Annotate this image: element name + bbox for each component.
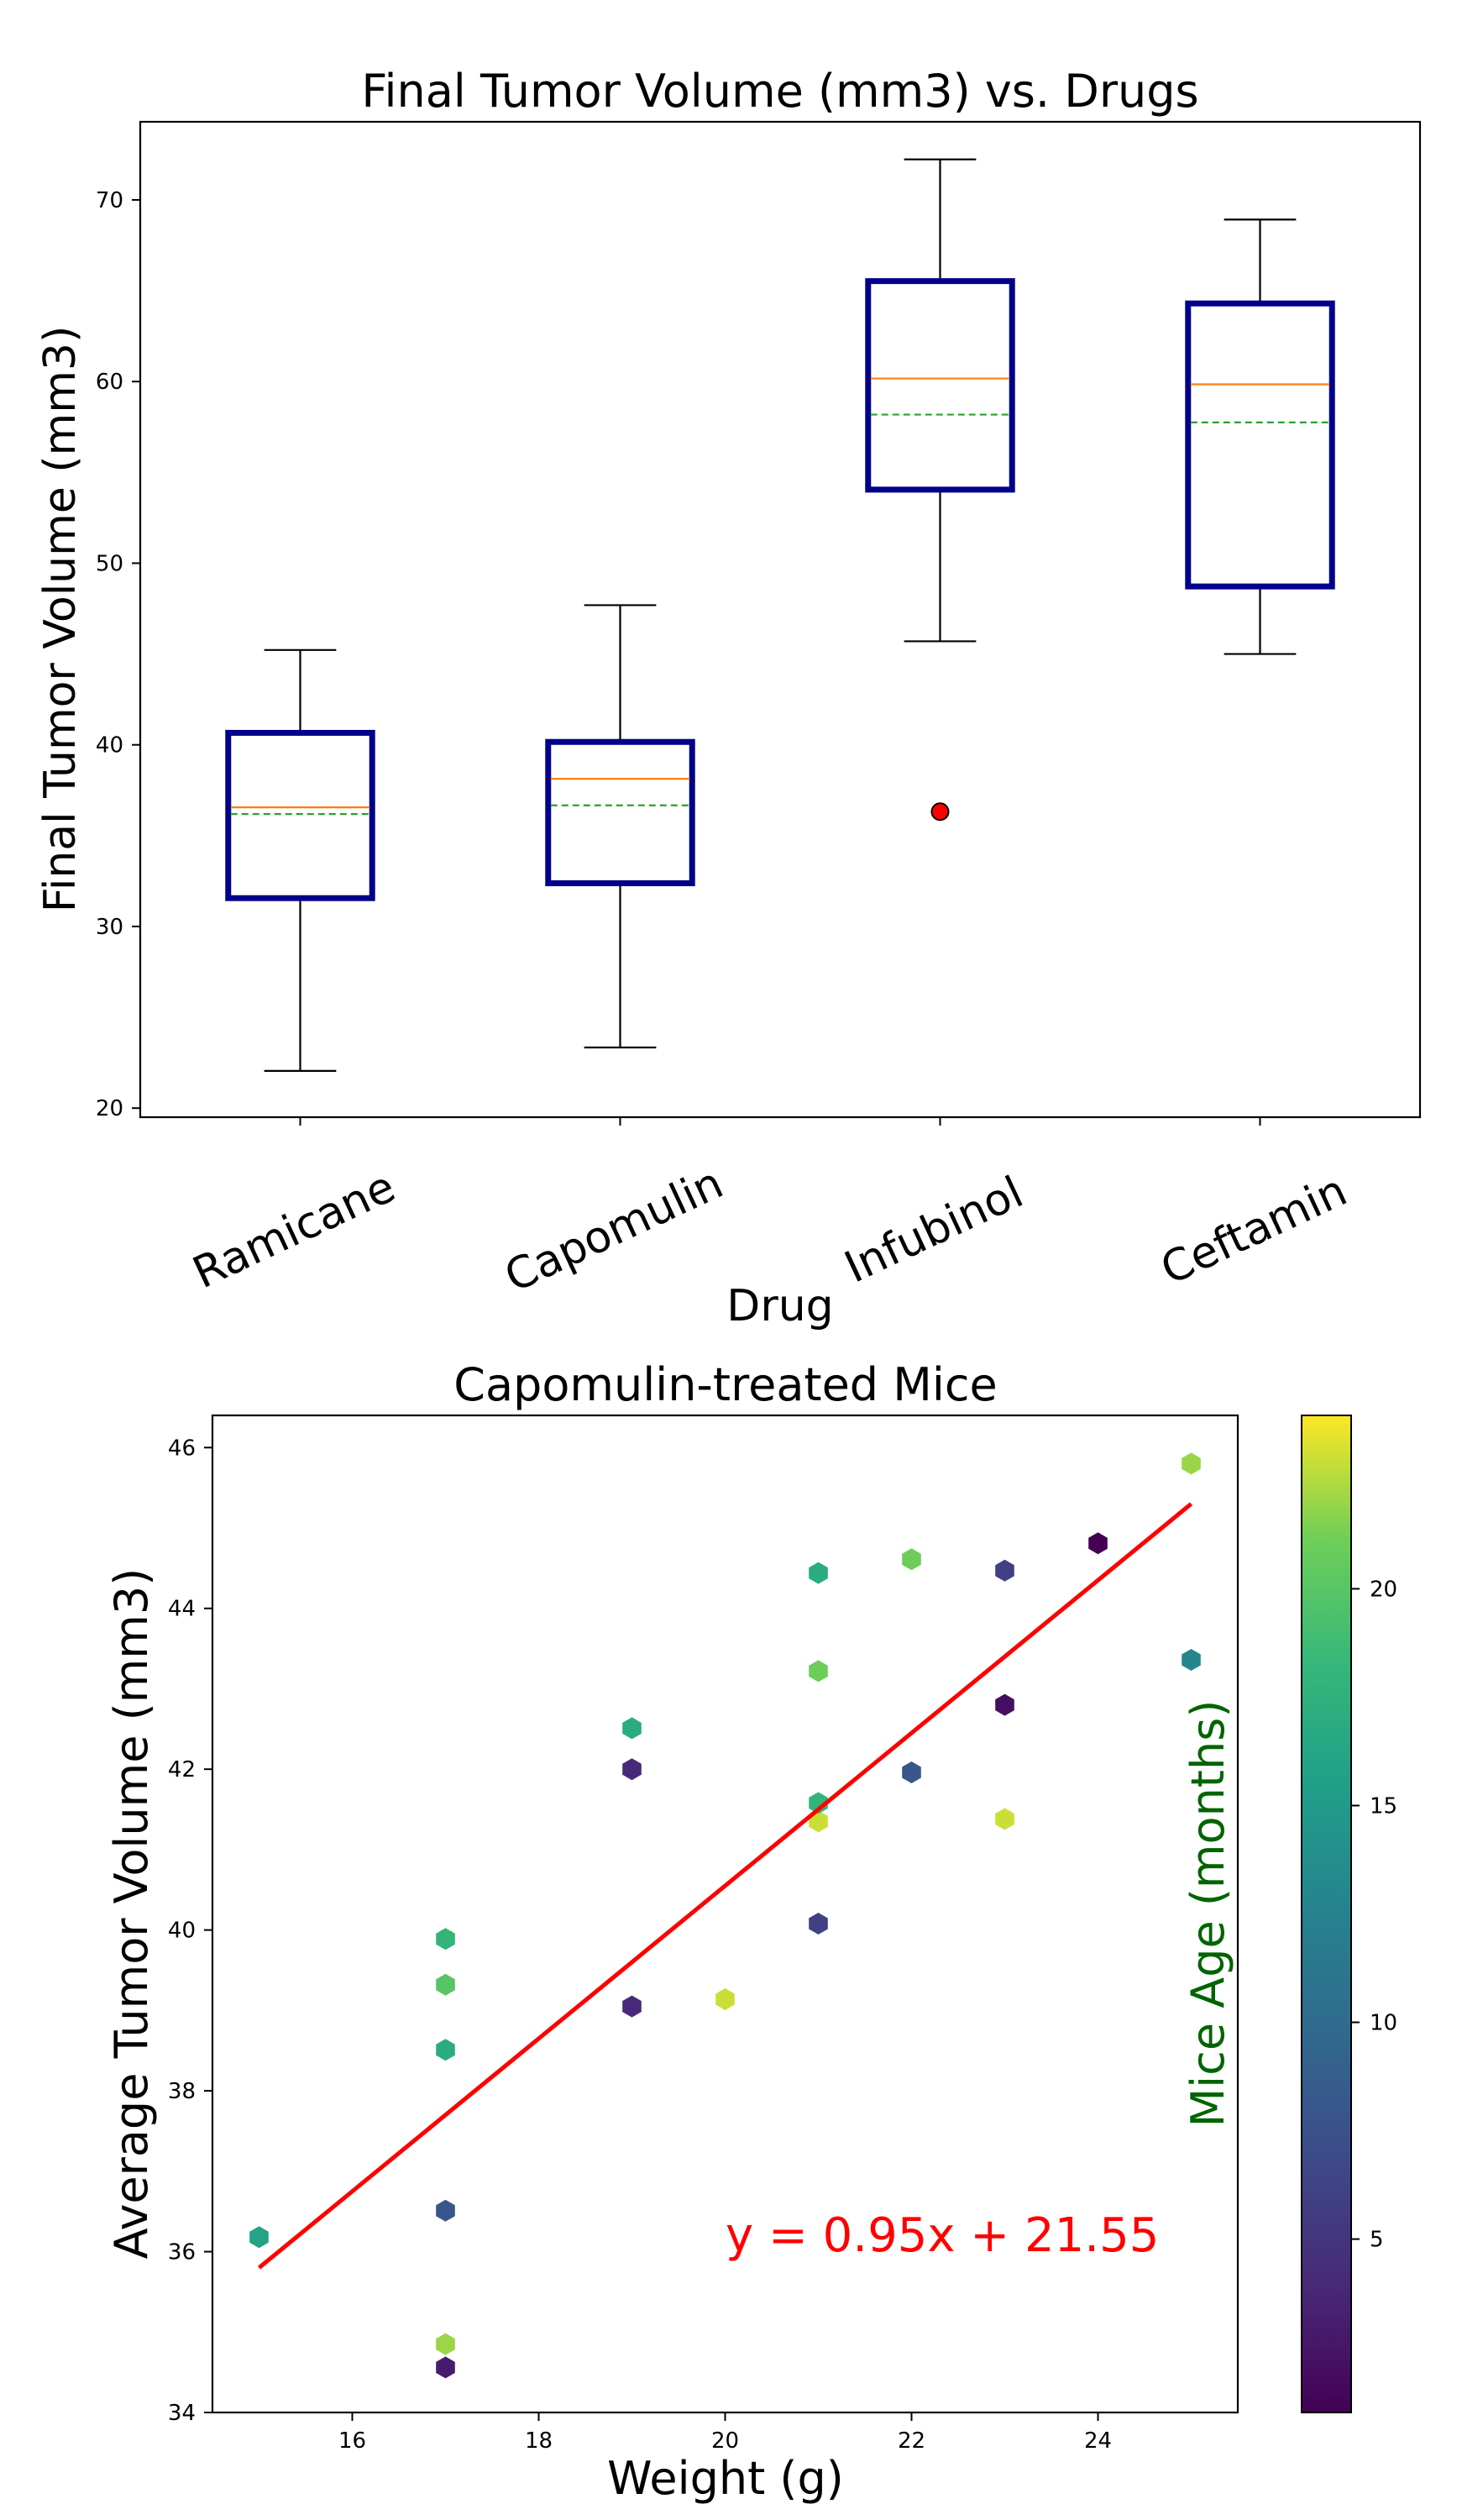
y-tick-label: 46: [168, 1436, 196, 1461]
y-tick-label: 50: [96, 551, 123, 576]
y-tick-label: 34: [168, 2401, 196, 2426]
boxplot-y-axis-label: Final Tumor Volume (mm3): [35, 326, 86, 912]
y-tick-label: 30: [96, 915, 123, 940]
scatter-y-axis-label: Average Tumor Volume (mm3): [105, 1568, 158, 2260]
data-point: [809, 1660, 828, 1683]
colorbar-label: Mice Age (months): [1182, 1700, 1234, 2128]
data-point: [902, 1548, 921, 1571]
x-tick-label: 22: [898, 2428, 925, 2454]
box-infubinol: [865, 278, 1015, 493]
data-point: [622, 1717, 642, 1740]
scatter-chart: Capomulin-treated Mice 34 36 38 40 42 44 46 16…: [105, 1358, 1397, 2505]
data-point: [995, 1693, 1014, 1716]
x-tick-label: 20: [711, 2428, 739, 2454]
y-tick-label: 40: [96, 733, 123, 759]
x-tick-label: 16: [338, 2428, 366, 2454]
x-tick-label: 24: [1084, 2428, 1112, 2454]
boxplot-y-ticks: 20 30 40 50 60 70: [96, 188, 140, 1121]
colorbar: [1301, 1415, 1352, 2413]
y-tick-label: 20: [96, 1096, 123, 1121]
y-tick-label: 44: [168, 1597, 196, 1622]
scatter-points: [249, 1452, 1201, 2379]
boxplot-axes-frame: [139, 120, 1422, 1119]
boxplot-x-axis-label: Drug: [726, 1281, 833, 1331]
data-point: [436, 2356, 455, 2379]
data-point: [1182, 1452, 1201, 1475]
box-ramicane: [225, 729, 375, 901]
scatter-y-ticks: 34 36 38 40 42 44 46: [168, 1436, 212, 2426]
regression-line: [257, 1502, 1193, 2270]
y-tick-label: 42: [168, 1757, 196, 1782]
data-point: [436, 2199, 455, 2222]
colorbar-ticks: 5 10 15 20: [1351, 1577, 1397, 2253]
data-point: [436, 1928, 455, 1950]
box-ceftamin: [1185, 300, 1335, 590]
boxplot-title: Final Tumor Volume (mm3) vs. Drugs: [361, 65, 1198, 118]
colorbar-tick-label: 15: [1370, 1793, 1397, 1819]
y-tick-label: 60: [96, 370, 123, 395]
y-tick-label: 40: [168, 1919, 196, 1944]
data-point: [436, 1973, 455, 1996]
y-tick-label: 70: [96, 188, 123, 213]
boxplot-boxes: [225, 158, 1335, 1072]
scatter-title: Capomulin-treated Mice: [453, 1358, 998, 1411]
data-point: [715, 1988, 735, 2010]
data-point: [622, 1758, 642, 1781]
data-point: [902, 1761, 921, 1783]
scatter-x-ticks: 16 18 20 22 24: [338, 2412, 1112, 2454]
colorbar-tick-label: 20: [1370, 1577, 1397, 1602]
box-capomulin: [545, 738, 695, 886]
x-tick-label: 18: [525, 2428, 553, 2454]
y-tick-label: 36: [168, 2240, 196, 2265]
scatter-x-axis-label: Weight (g): [607, 2452, 844, 2505]
data-point: [249, 2226, 269, 2249]
data-point: [995, 1559, 1014, 1582]
data-point: [622, 1995, 642, 2018]
data-point: [436, 2333, 455, 2355]
data-point: [809, 1792, 828, 1814]
colorbar-tick-label: 10: [1370, 2011, 1397, 2036]
data-point: [436, 2039, 455, 2061]
data-point: [1182, 1649, 1201, 1671]
scatter-axes-frame: [211, 1414, 1239, 2414]
data-point: [1088, 1532, 1108, 1555]
data-point: [809, 1913, 828, 1935]
data-point: [995, 1808, 1014, 1830]
data-point: [809, 1562, 828, 1584]
colorbar-tick-label: 5: [1370, 2228, 1384, 2253]
regression-equation: y = 0.95x + 21.55: [726, 2208, 1159, 2263]
y-tick-label: 38: [168, 2079, 196, 2104]
outlier-point: [930, 802, 950, 822]
